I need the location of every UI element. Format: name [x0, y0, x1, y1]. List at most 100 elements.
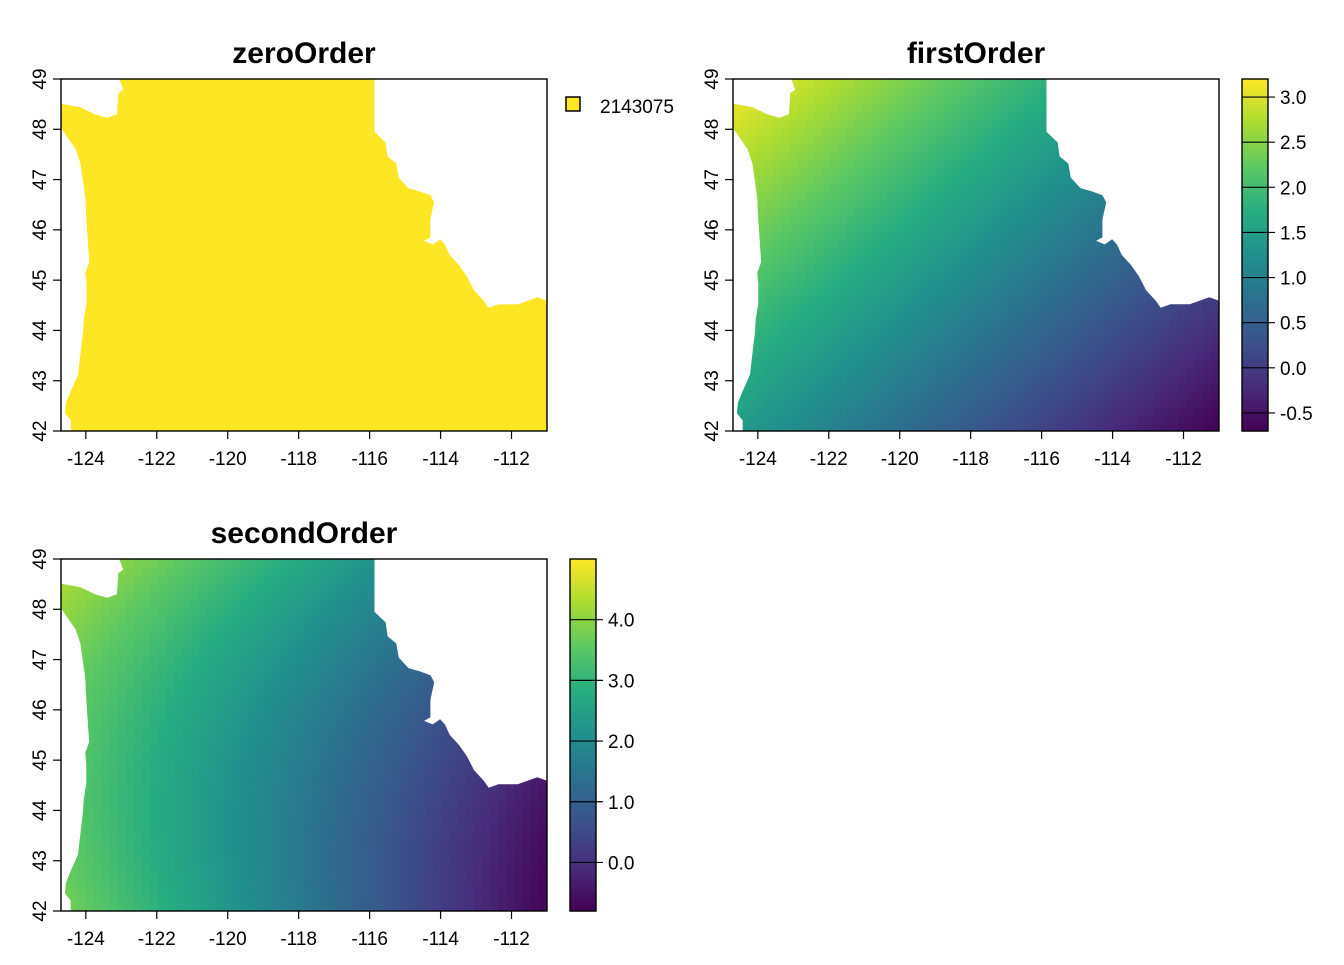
raster-cell	[1114, 407, 1123, 416]
raster-cell	[166, 759, 175, 768]
raster-cell	[85, 791, 94, 800]
raster-cell	[231, 671, 240, 680]
raster-cell	[1033, 207, 1042, 216]
raster-cell	[280, 759, 289, 768]
colorbar-segment	[1242, 369, 1268, 374]
raster-cell	[790, 391, 799, 400]
raster-cell	[1106, 127, 1115, 136]
y-tick-label: 44	[702, 319, 723, 341]
raster-cell	[498, 735, 507, 744]
raster-cell	[1114, 271, 1123, 280]
raster-cell	[846, 223, 855, 232]
raster-cell	[960, 375, 969, 384]
raster-cell	[183, 703, 192, 712]
raster-cell	[126, 695, 135, 704]
raster-cell	[490, 607, 499, 616]
raster-cell	[1130, 79, 1139, 88]
raster-cell	[765, 159, 774, 168]
raster-cell	[531, 807, 540, 816]
raster-cell	[426, 671, 435, 680]
raster-cell	[507, 719, 516, 728]
raster-cell	[61, 599, 70, 608]
colorbar-tick-label: 0.5	[1280, 314, 1306, 335]
raster-cell	[1017, 151, 1026, 160]
raster-cell	[296, 647, 305, 656]
raster-cell	[393, 727, 402, 736]
raster-cell	[239, 607, 248, 616]
raster-cell	[426, 623, 435, 632]
raster-cell	[1008, 359, 1017, 368]
raster-cell	[280, 599, 289, 608]
raster-cell	[223, 703, 232, 712]
raster-cell	[474, 599, 483, 608]
raster-cell	[142, 639, 151, 648]
raster-cell	[919, 215, 928, 224]
raster-cell	[1017, 303, 1026, 312]
panel-title: zeroOrder	[232, 37, 376, 70]
raster-cell	[361, 647, 370, 656]
raster-cell	[434, 631, 443, 640]
raster-cell	[1146, 279, 1155, 288]
raster-cell	[1057, 151, 1066, 160]
raster-cell	[960, 87, 969, 96]
raster-cell	[264, 591, 273, 600]
raster-cell	[85, 647, 94, 656]
raster-cell	[749, 199, 758, 208]
raster-cell	[1008, 239, 1017, 248]
raster-cell	[968, 135, 977, 144]
raster-cell	[1146, 95, 1155, 104]
raster-cell	[1114, 279, 1123, 288]
raster-cell	[353, 631, 362, 640]
raster-cell	[952, 119, 961, 128]
raster-cell	[1114, 167, 1123, 176]
raster-cell	[426, 711, 435, 720]
raster-cell	[1162, 159, 1171, 168]
raster-cell	[385, 679, 394, 688]
raster-cell	[952, 343, 961, 352]
raster-cell	[1041, 199, 1050, 208]
raster-cell	[434, 663, 443, 672]
raster-cell	[765, 271, 774, 280]
raster-cell	[1073, 367, 1082, 376]
raster-cell	[927, 111, 936, 120]
raster-cell	[1106, 159, 1115, 168]
raster-cell	[1057, 295, 1066, 304]
raster-cell	[401, 615, 410, 624]
raster-cell	[150, 751, 159, 760]
raster-cell	[1033, 255, 1042, 264]
raster-cell	[855, 343, 864, 352]
raster-cell	[215, 719, 224, 728]
raster-cell	[272, 783, 281, 792]
raster-cell	[749, 239, 758, 248]
raster-cell	[515, 583, 524, 592]
raster-cell	[393, 823, 402, 832]
raster-cell	[442, 655, 451, 664]
raster-cell	[846, 199, 855, 208]
raster-cell	[385, 743, 394, 752]
raster-cell	[1195, 367, 1204, 376]
raster-cell	[960, 127, 969, 136]
raster-cell	[93, 575, 102, 584]
raster-cell	[336, 743, 345, 752]
raster-cell	[919, 359, 928, 368]
raster-cell	[304, 607, 313, 616]
raster-cell	[1025, 183, 1034, 192]
raster-cell	[1073, 263, 1082, 272]
raster-cell	[1000, 103, 1009, 112]
raster-cell	[1203, 231, 1212, 240]
raster-cell	[142, 711, 151, 720]
raster-cell	[442, 735, 451, 744]
raster-cell	[846, 343, 855, 352]
raster-cell	[1187, 399, 1196, 408]
raster-cell	[328, 799, 337, 808]
raster-cell	[1098, 167, 1107, 176]
raster-cell	[846, 183, 855, 192]
raster-cell	[296, 623, 305, 632]
raster-cell	[1098, 207, 1107, 216]
raster-cell	[911, 311, 920, 320]
raster-cell	[401, 799, 410, 808]
raster-cell	[93, 567, 102, 576]
raster-cell	[871, 111, 880, 120]
raster-cell	[846, 399, 855, 408]
raster-cell	[903, 167, 912, 176]
